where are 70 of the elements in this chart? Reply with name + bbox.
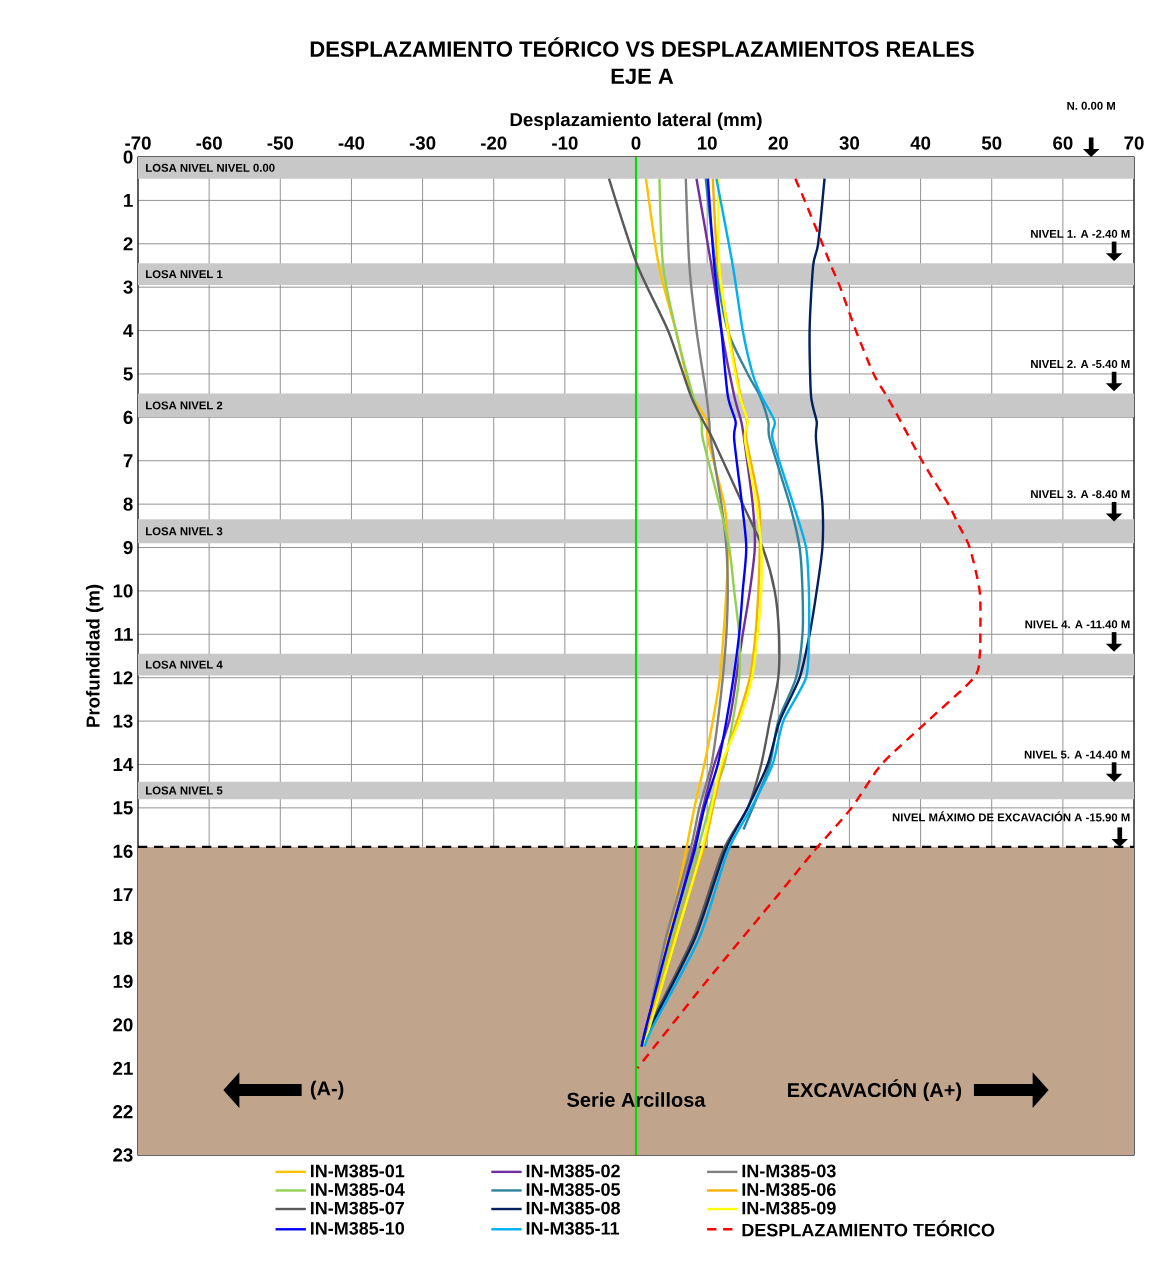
- x-tick-label: -70: [125, 136, 151, 150]
- text: N. 0.00 M: [1067, 101, 1115, 110]
- band-label: LOSA NIVEL 3: [146, 527, 223, 536]
- legend-label: IN-M385-02: [526, 1164, 620, 1178]
- legend-label: IN-M385-07: [310, 1201, 404, 1215]
- y-axis-title: Profundidad (m): [85, 584, 104, 727]
- y-tick-label: 14: [113, 758, 134, 771]
- y-tick-label: 10: [113, 584, 133, 598]
- x-tick-label: -60: [196, 136, 222, 150]
- y-tick-label: 4: [123, 324, 134, 337]
- y-tick-label: 9: [123, 540, 133, 555]
- chart-subtitle: EJE A: [611, 68, 674, 84]
- annotation: (A-): [310, 1080, 344, 1100]
- band-label: LOSA NIVEL 2: [146, 401, 223, 410]
- x-tick-label: 70: [1124, 136, 1144, 150]
- x-tick-label: -50: [267, 136, 294, 150]
- x-tick-label: 40: [910, 136, 931, 150]
- legend-label: IN-M385-10: [310, 1222, 405, 1235]
- y-tick-label: 16: [113, 844, 133, 858]
- x-axis-title: Desplazamiento lateral (mm): [510, 112, 762, 130]
- legend-label: IN-M385-08: [526, 1201, 620, 1215]
- x-tick-label: 30: [839, 136, 860, 150]
- band-label: LOSA NIVEL 5: [146, 786, 223, 795]
- y-tick-label: 15: [113, 801, 133, 815]
- y-tick-label: 11: [114, 627, 133, 641]
- y-tick-label: 8: [123, 497, 133, 511]
- legend-label: IN-M385-01: [310, 1164, 405, 1178]
- y-tick-label: 6: [123, 410, 133, 424]
- y-tick-label: 17: [113, 888, 133, 902]
- legend-label: IN-M385-09: [742, 1201, 836, 1215]
- y-tick-label: 13: [113, 714, 133, 728]
- x-tick-label: -20: [480, 136, 507, 150]
- x-tick-label: -30: [409, 136, 436, 150]
- legend-label: IN-M385-03: [742, 1164, 836, 1178]
- y-tick-label: 22: [113, 1105, 133, 1119]
- legend-label: IN-M385-11: [526, 1222, 620, 1235]
- legend-label: DESPLAZAMIENTO TEÓRICO: [742, 1220, 995, 1237]
- y-tick-label: 23: [113, 1148, 133, 1162]
- annotation: NIVEL 4. A -11.40 M: [1025, 620, 1130, 629]
- band-label: LOSA NIVEL 4: [146, 660, 223, 669]
- x-tick-label: 20: [768, 136, 788, 150]
- y-tick-label: 0: [123, 150, 133, 164]
- y-tick-label: 7: [123, 454, 133, 468]
- y-tick-label: 21: [113, 1061, 133, 1075]
- x-tick-label: 10: [697, 136, 717, 150]
- annotation: EXCAVACIÓN (A+): [788, 1079, 962, 1102]
- legend-label: IN-M385-06: [742, 1183, 836, 1196]
- y-tick-label: 12: [113, 671, 133, 685]
- legend-label: IN-M385-05: [526, 1183, 621, 1196]
- x-tick-label: 0: [631, 136, 641, 150]
- ref-line-label: NIVEL MÁXIMO DE EXCAVACIÓN A -15.90 M: [892, 811, 1130, 822]
- band-label: LOSA NIVEL NIVEL 0.00: [146, 163, 275, 172]
- x-tick-label: 50: [981, 136, 1002, 150]
- annotation: NIVEL 5. A -14.40 M: [1024, 750, 1130, 759]
- x-tick-label: -40: [338, 136, 365, 150]
- y-tick-label: 1: [124, 193, 133, 207]
- chart-title: DESPLAZAMIENTO TEÓRICO VS DESPLAZAMIENTOS REALES: [310, 37, 974, 57]
- annotation: NIVEL 1. A -2.40 M: [1031, 229, 1130, 238]
- band-label: LOSA NIVEL 1: [146, 270, 223, 279]
- y-tick-label: 2: [123, 237, 133, 251]
- x-tick-label: -10: [552, 136, 578, 150]
- y-tick-label: 18: [113, 931, 133, 945]
- y-tick-label: 19: [113, 974, 133, 989]
- annotation: NIVEL 2. A -5.40 M: [1031, 360, 1130, 369]
- x-tick-label: 60: [1053, 136, 1073, 150]
- y-tick-label: 5: [123, 367, 133, 381]
- legend-label: IN-M385-04: [310, 1183, 405, 1196]
- y-tick-label: 20: [113, 1018, 133, 1032]
- annotation: NIVEL 3. A -8.40 M: [1031, 490, 1130, 499]
- y-tick-label: 3: [123, 280, 133, 294]
